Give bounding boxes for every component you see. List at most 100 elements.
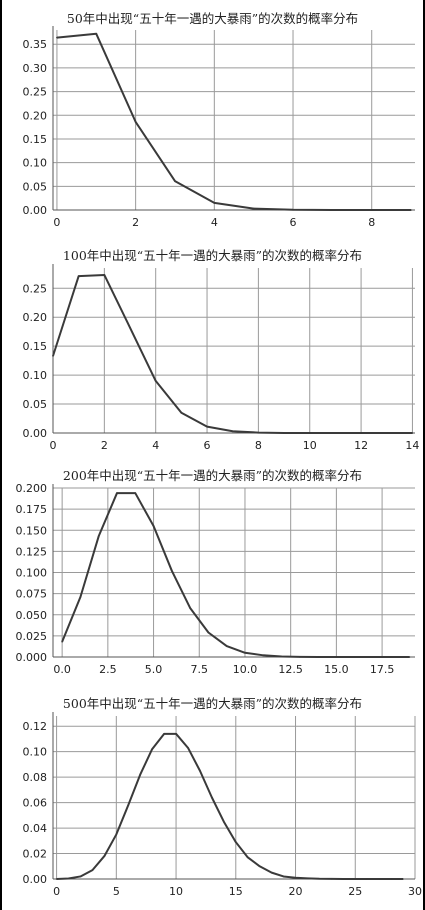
- y-tick-label: 0.06: [23, 797, 48, 810]
- data-point: [79, 875, 82, 878]
- data-point: [335, 656, 338, 658]
- data-point: [55, 878, 58, 880]
- x-tick-label: 8: [368, 216, 375, 229]
- x-tick-label: 0: [50, 439, 57, 452]
- x-tick-label: 15.0: [324, 663, 349, 676]
- data-point: [257, 431, 260, 434]
- chart-panel-50-years: 50年中出现“五十年一遇的大暴雨”的次数的概率分布 0.00 0.05 0.10 0.…: [2, 0, 423, 229]
- y-tick-label: 0.150: [16, 524, 48, 537]
- data-point: [206, 425, 208, 428]
- data-point: [97, 535, 100, 537]
- x-tick-label: 8: [255, 439, 262, 452]
- x-tick-label: 7.5: [191, 663, 209, 676]
- y-tick-label: 0.12: [23, 720, 48, 733]
- x-tick-label: 0.0: [53, 663, 71, 676]
- data-point: [334, 432, 337, 434]
- y-tick-label: 0.10: [23, 157, 48, 170]
- chart-panel-200-years: 200年中出现“五十年一遇的大暴雨”的次数的概率分布 0.000 0.025 0.0…: [2, 462, 423, 680]
- y-tick-label: 0.25: [23, 282, 48, 295]
- x-tick-label: 2: [132, 216, 139, 229]
- chart-title: 100年中出现“五十年一遇的大暴雨”的次数的概率分布: [62, 248, 363, 263]
- data-point: [258, 865, 261, 868]
- chart-panel-500-years: 500年中出现“五十年一遇的大暴雨”的次数的概率分布 0.00 0.02 0.04 0…: [2, 690, 423, 910]
- data-point: [56, 36, 58, 39]
- x-tick-label: 10.0: [233, 663, 258, 676]
- y-tick-label: 0.05: [23, 180, 48, 193]
- chart-panel-100-years: 100年中出现“五十年一遇的大暴雨”的次数的概率分布 0.00 0.05 0.10 0…: [2, 240, 423, 462]
- x-tick-label: 14: [405, 439, 419, 452]
- y-tick-label: 0.04: [23, 822, 48, 835]
- data-point: [211, 796, 213, 799]
- x-tick-label: 4: [152, 439, 159, 452]
- data-point: [127, 804, 130, 806]
- y-tick-label: 0.02: [23, 848, 48, 861]
- data-point: [207, 631, 210, 634]
- data-point: [306, 877, 309, 880]
- chart-title: 200年中出现“五十年一遇的大暴雨”的次数的概率分布: [62, 468, 363, 483]
- data-point: [252, 207, 255, 210]
- data-point: [262, 654, 265, 657]
- data-point: [366, 878, 369, 880]
- data-point: [354, 878, 357, 880]
- data-point: [151, 748, 153, 750]
- data-point: [134, 121, 137, 123]
- data-point: [231, 430, 234, 433]
- probability-line: [61, 492, 410, 658]
- data-point: [283, 432, 285, 434]
- data-point: [163, 733, 165, 735]
- y-tick-label: 0.125: [16, 545, 48, 558]
- y-tick-label: 0.000: [16, 651, 48, 664]
- data-point: [52, 355, 54, 357]
- data-point: [175, 733, 177, 735]
- data-point: [67, 877, 70, 880]
- data-point: [270, 871, 273, 874]
- data-point: [103, 274, 106, 276]
- data-point: [180, 411, 183, 414]
- x-tick-label: 6: [290, 216, 297, 229]
- data-point: [79, 596, 82, 598]
- data-point: [317, 656, 319, 658]
- line-chart-200-years: 0.000 0.025 0.050 0.075 0.100 0.125 0.150 0.175…: [16, 482, 415, 676]
- x-tick-label: 5: [113, 885, 120, 898]
- data-point: [91, 869, 94, 871]
- y-tick-label: 0.00: [23, 427, 48, 440]
- y-tick-label: 0.15: [23, 340, 48, 353]
- data-point: [390, 656, 393, 658]
- x-tick-label: 12: [354, 439, 368, 452]
- data-point: [280, 655, 283, 658]
- data-point: [282, 875, 285, 878]
- data-point: [292, 209, 294, 211]
- data-point: [390, 878, 392, 880]
- data-point: [95, 32, 98, 35]
- x-tick-label: 0: [53, 885, 60, 898]
- data-point: [411, 432, 414, 434]
- x-tick-label: 6: [204, 439, 211, 452]
- x-tick-label: 12.5: [278, 663, 303, 676]
- data-point: [225, 645, 228, 647]
- data-point: [330, 878, 333, 880]
- probability-line: [56, 732, 404, 880]
- data-point: [134, 492, 137, 494]
- probability-line: [56, 32, 412, 211]
- y-tick-label: 0.30: [23, 62, 48, 75]
- data-point: [61, 640, 63, 643]
- data-point: [116, 492, 118, 494]
- data-point: [385, 432, 388, 434]
- chart-title: 50年中出现“五十年一遇的大暴雨”的次数的概率分布: [66, 11, 359, 26]
- data-point: [115, 833, 118, 836]
- y-tick-label: 0.20: [23, 109, 48, 122]
- x-tick-label: 0: [53, 216, 60, 229]
- data-point: [213, 202, 216, 204]
- y-tick-label: 0.10: [23, 746, 48, 759]
- y-tick-label: 0.35: [23, 38, 48, 51]
- line-chart-50-years: 0.00 0.05 0.10 0.15 0.20 0.25 0.30 0.35 0 2 4 6 8: [23, 26, 415, 229]
- x-tick-label: 2.5: [99, 663, 117, 676]
- data-point: [129, 326, 131, 329]
- data-point: [189, 607, 191, 609]
- y-tick-label: 0.00: [23, 873, 48, 886]
- y-tick-label: 0.075: [16, 588, 48, 601]
- y-tick-label: 0.100: [16, 567, 48, 580]
- data-point: [103, 855, 106, 857]
- data-point: [187, 747, 189, 749]
